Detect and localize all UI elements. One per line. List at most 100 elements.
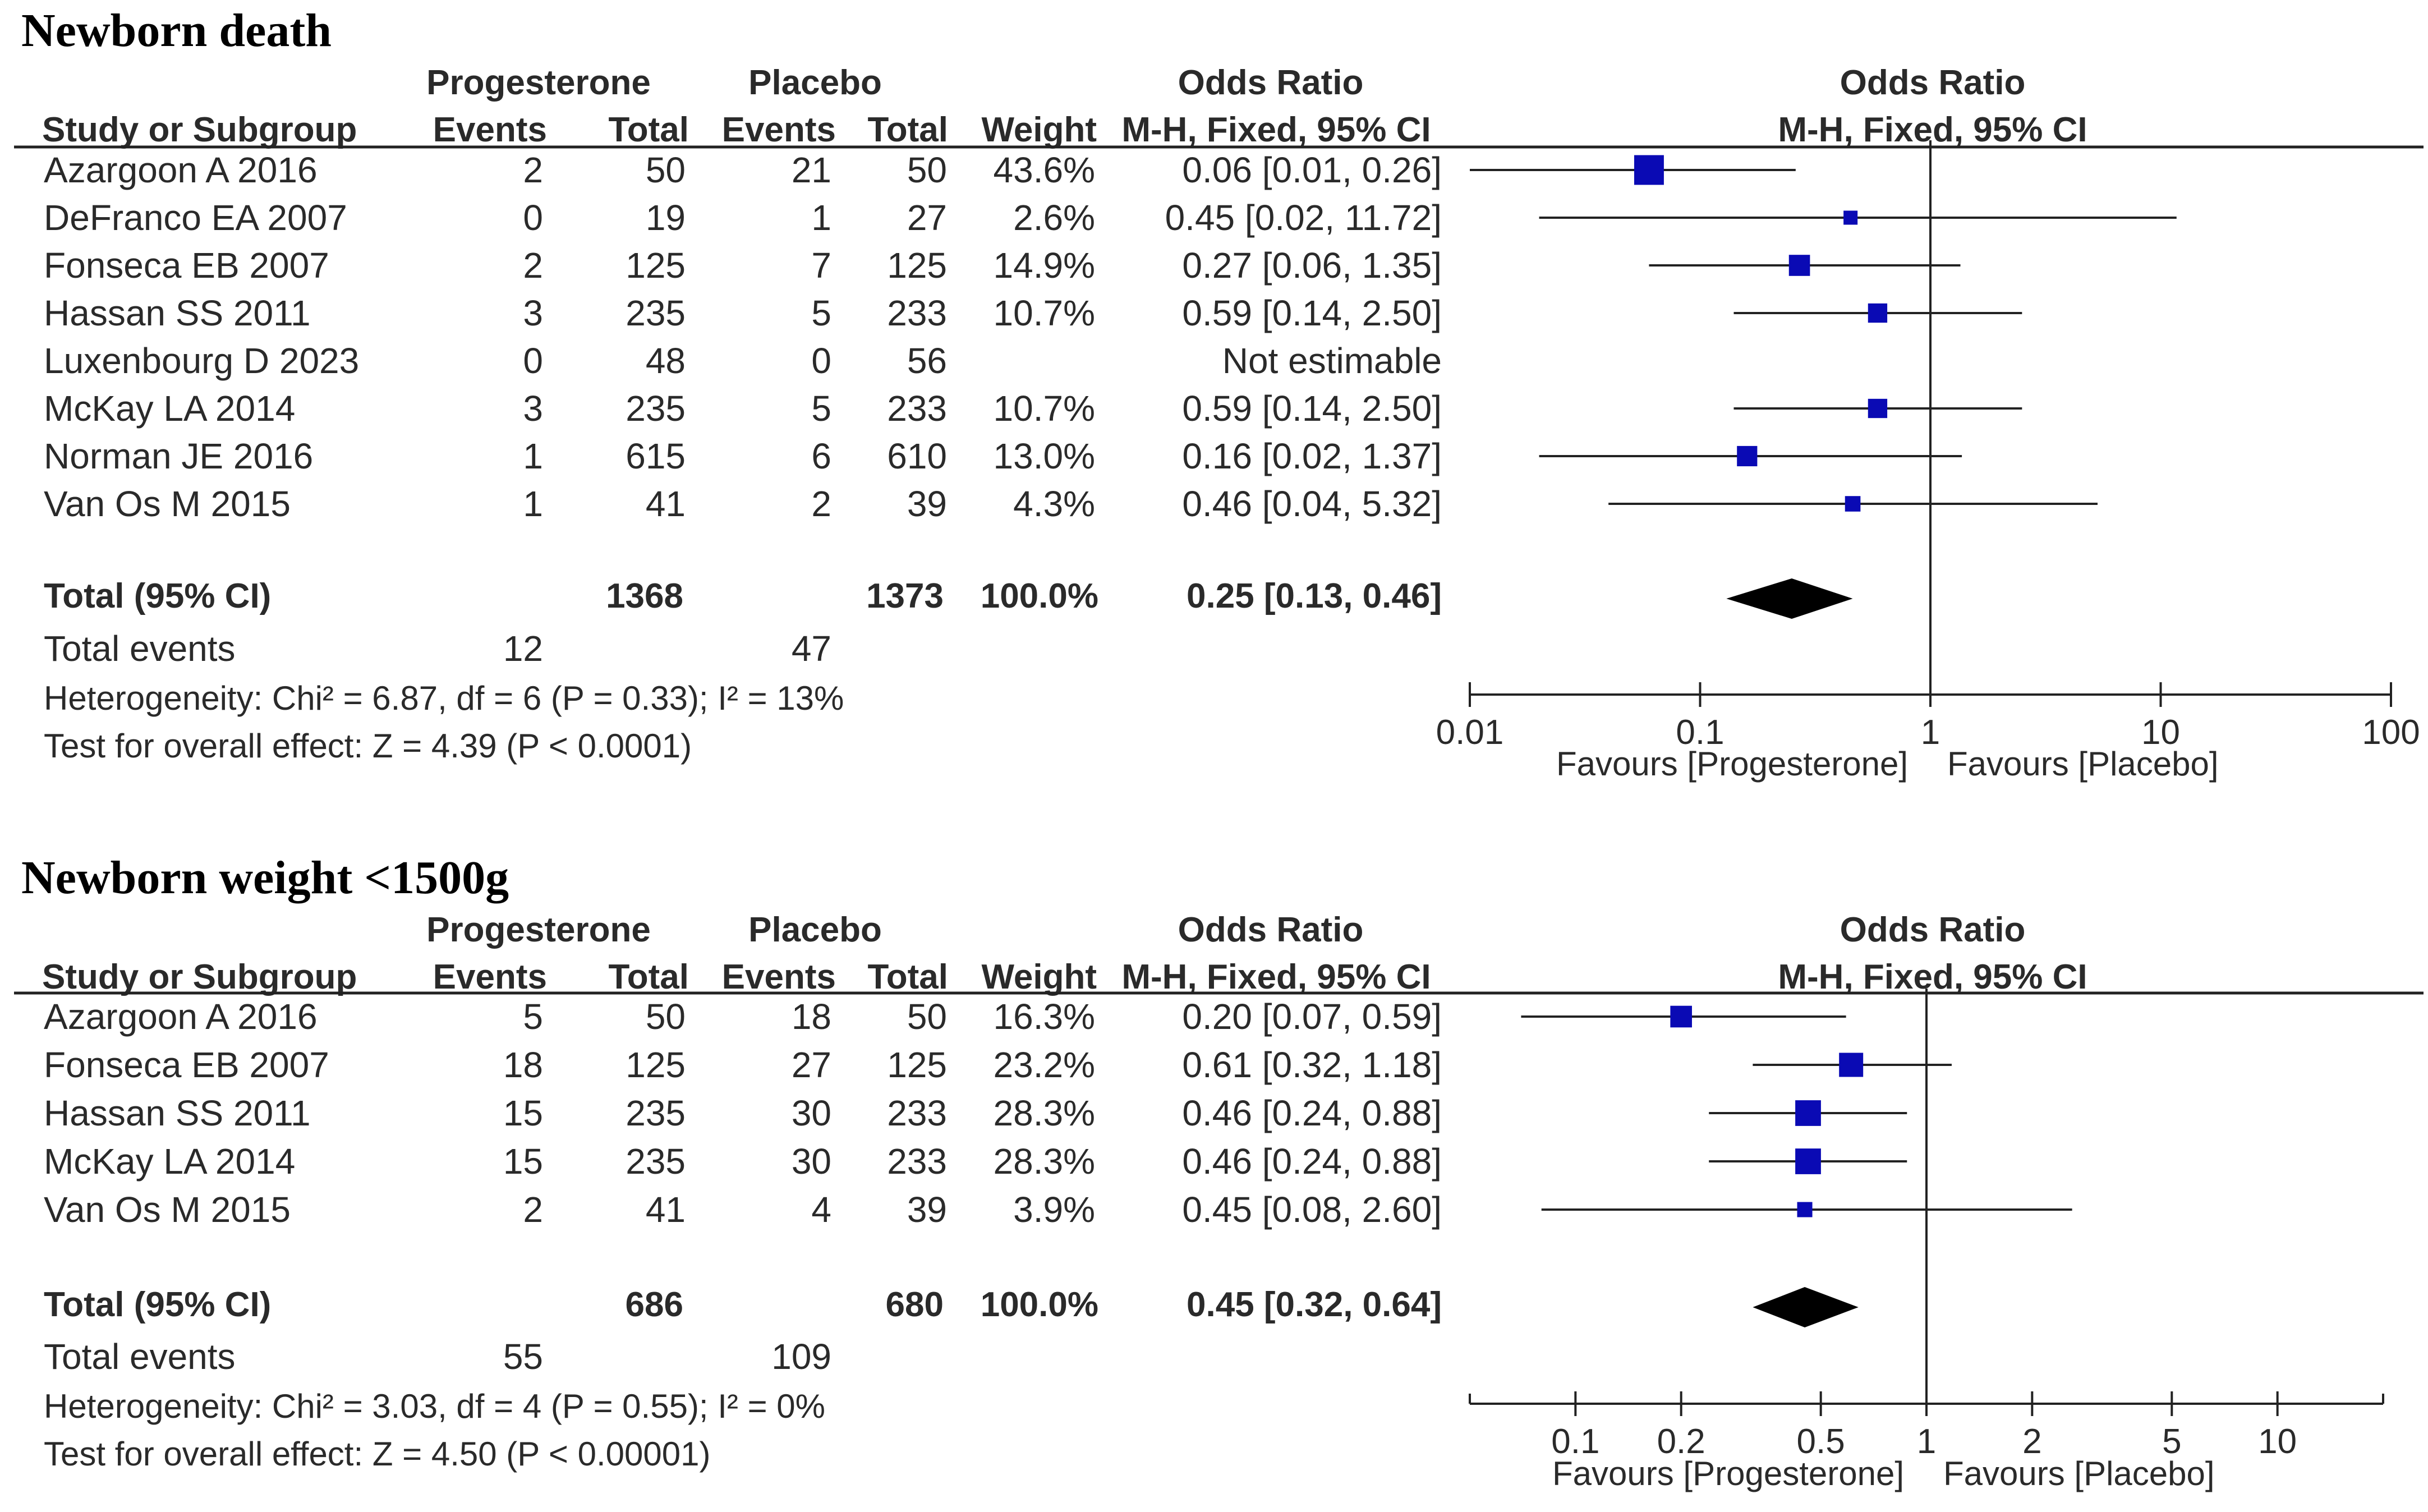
x-axis-tick-label: 1 xyxy=(1917,1422,1936,1461)
section-title: Newborn death xyxy=(21,4,332,57)
point-estimate-marker xyxy=(1788,255,1810,276)
group-header-control: Placebo xyxy=(748,911,882,949)
weight: 14.9% xyxy=(994,245,1095,286)
odds-ratio-ci: 0.61 [0.32, 1.18] xyxy=(1182,1045,1442,1085)
group-header-experimental: Progesterone xyxy=(426,63,651,102)
ctl-total: 56 xyxy=(907,341,947,381)
study-row: McKay LA 2014 15 235 30 233 28.3% 0.46 [0.24, … xyxy=(44,1141,1907,1182)
study-row: Fonseca EB 2007 2 125 7 125 14.9% 0.27 [0.06, … xyxy=(44,245,1961,286)
odds-ratio-ci: 0.45 [0.02, 11.72] xyxy=(1165,197,1442,238)
study-name: Fonseca EB 2007 xyxy=(44,1045,329,1085)
exp-events: 2 xyxy=(523,1189,543,1230)
weight: 28.3% xyxy=(994,1093,1095,1133)
total-events-label: Total events xyxy=(44,628,236,669)
exp-total: 41 xyxy=(646,1189,686,1230)
forest-plot-2: Newborn weight <1500g Progesterone Placebo… xyxy=(14,852,2424,1492)
ctl-events: 5 xyxy=(811,293,831,333)
total-label: Total (95% CI) xyxy=(44,1285,271,1324)
point-estimate-marker xyxy=(1670,1005,1692,1028)
total-events-exp: 12 xyxy=(503,628,543,669)
ctl-events: 4 xyxy=(811,1189,831,1230)
weight: 28.3% xyxy=(994,1141,1095,1182)
exp-events: 15 xyxy=(503,1141,543,1182)
x-axis: 0.1 0.2 0.5 1 2 5 10 xyxy=(1469,1391,2384,1461)
ctl-total: 50 xyxy=(907,996,947,1037)
ctl-events: 6 xyxy=(811,436,831,476)
overall-effect-stat: Test for overall effect: Z = 4.50 (P < 0… xyxy=(44,1435,710,1473)
total-weight: 100.0% xyxy=(981,1285,1098,1324)
exp-events: 3 xyxy=(523,293,543,333)
exp-total: 235 xyxy=(626,388,686,429)
exp-events: 1 xyxy=(523,484,543,524)
forest-plot-1: Newborn death Progesterone Placebo Odds Rat… xyxy=(14,4,2424,783)
ctl-events: 21 xyxy=(792,150,831,190)
total-events-ctl: 109 xyxy=(771,1336,831,1377)
pooled-estimate-diamond xyxy=(1726,578,1853,619)
study-row: Van Os M 2015 1 41 2 39 4.3% 0.46 [0.04, 5.32] xyxy=(44,484,2098,524)
odds-ratio-ci: 0.46 [0.04, 5.32] xyxy=(1182,484,1442,524)
exp-events: 2 xyxy=(523,150,543,190)
total-odds-ratio-ci: 0.45 [0.32, 0.64] xyxy=(1187,1285,1442,1324)
x-axis-tick-label: 2 xyxy=(2022,1422,2041,1461)
group-header-experimental: Progesterone xyxy=(426,911,651,949)
ctl-events: 30 xyxy=(792,1141,831,1182)
point-estimate-marker xyxy=(1839,1053,1864,1077)
point-estimate-marker xyxy=(1845,496,1861,512)
column-header-or-method: M-H, Fixed, 95% CI xyxy=(1121,958,1431,996)
study-name: Norman JE 2016 xyxy=(44,436,313,476)
weight: 43.6% xyxy=(994,150,1095,190)
odds-ratio-ci: 0.16 [0.02, 1.37] xyxy=(1182,436,1442,476)
odds-ratio-ci: Not estimable xyxy=(1222,341,1442,381)
study-row: Van Os M 2015 2 41 4 39 3.9% 0.45 [0.08, 2.60] xyxy=(44,1189,2072,1230)
total-odds-ratio-ci: 0.25 [0.13, 0.46] xyxy=(1187,577,1442,615)
heterogeneity-stat: Heterogeneity: Chi² = 3.03, df = 4 (P = … xyxy=(44,1387,825,1425)
ctl-total: 39 xyxy=(907,484,947,524)
column-header-ctl-events: Events xyxy=(722,111,836,149)
weight: 23.2% xyxy=(994,1045,1095,1085)
exp-events: 3 xyxy=(523,388,543,429)
weight: 4.3% xyxy=(1013,484,1095,524)
odds-ratio-ci: 0.59 [0.14, 2.50] xyxy=(1182,388,1442,429)
odds-ratio-ci: 0.20 [0.07, 0.59] xyxy=(1182,996,1442,1037)
column-header-plot-method: M-H, Fixed, 95% CI xyxy=(1778,958,2087,996)
study-name: Azargoon A 2016 xyxy=(44,996,318,1037)
favours-right-label: Favours [Placebo] xyxy=(1947,745,2219,783)
study-name: DeFranco EA 2007 xyxy=(44,197,347,238)
total-weight: 100.0% xyxy=(981,577,1098,615)
ctl-total: 27 xyxy=(907,197,947,238)
exp-total: 19 xyxy=(646,197,686,238)
ctl-events: 30 xyxy=(792,1093,831,1133)
study-row: Norman JE 2016 1 615 6 610 13.0% 0.16 [0.02, 1… xyxy=(44,436,1962,476)
point-estimate-marker xyxy=(1868,398,1888,419)
x-axis-tick-label: 0.01 xyxy=(1436,713,1504,752)
odds-ratio-ci: 0.46 [0.24, 0.88] xyxy=(1182,1093,1442,1133)
point-estimate-marker xyxy=(1795,1100,1821,1126)
column-header-or-method: M-H, Fixed, 95% CI xyxy=(1121,111,1431,149)
study-name: Luxenbourg D 2023 xyxy=(44,341,359,381)
ctl-events: 2 xyxy=(811,484,831,524)
weight: 16.3% xyxy=(994,996,1095,1037)
ctl-total: 50 xyxy=(907,150,947,190)
ctl-events: 0 xyxy=(811,341,831,381)
favours-right-label: Favours [Placebo] xyxy=(1943,1455,2215,1492)
ctl-events: 1 xyxy=(811,197,831,238)
point-estimate-marker xyxy=(1843,210,1858,225)
column-header-weight: Weight xyxy=(982,958,1097,996)
ctl-total: 39 xyxy=(907,1189,947,1230)
study-row: Hassan SS 2011 3 235 5 233 10.7% 0.59 [0.14, 2… xyxy=(44,293,2022,333)
weight: 13.0% xyxy=(994,436,1095,476)
total-events-ctl: 47 xyxy=(792,628,831,669)
weight: 10.7% xyxy=(994,388,1095,429)
total-events-label: Total events xyxy=(44,1336,236,1377)
odds-ratio-plot-header: Odds Ratio xyxy=(1840,911,2026,949)
exp-total: 235 xyxy=(626,1093,686,1133)
total-exp: 1368 xyxy=(606,577,683,615)
ctl-events: 5 xyxy=(811,388,831,429)
point-estimate-marker xyxy=(1797,1202,1813,1217)
pooled-estimate-diamond xyxy=(1753,1287,1859,1327)
x-axis-tick-label: 1 xyxy=(1921,713,1940,752)
ctl-total: 233 xyxy=(887,1093,947,1133)
exp-events: 0 xyxy=(523,341,543,381)
x-axis-tick-label: 10 xyxy=(2141,713,2180,752)
group-header-control: Placebo xyxy=(748,63,882,102)
